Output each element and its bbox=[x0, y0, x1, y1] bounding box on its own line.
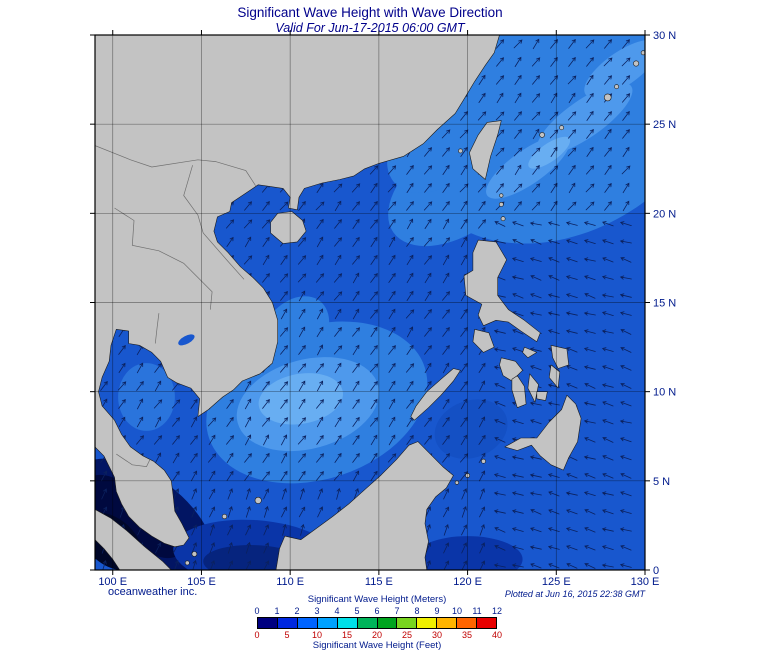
colorbar-segment bbox=[397, 618, 418, 628]
land-layer bbox=[95, 35, 645, 570]
feet-tick-label: 5 bbox=[284, 630, 290, 640]
lat-label: 15 N bbox=[653, 298, 676, 310]
chart-title: Significant Wave Height with Wave Direct… bbox=[237, 5, 503, 20]
feet-tick-label: 25 bbox=[401, 630, 413, 640]
colorbar-segment bbox=[297, 618, 318, 628]
meter-tick-label: 8 bbox=[414, 606, 420, 616]
lon-label: 130 E bbox=[631, 576, 660, 588]
feet-tick-label: 35 bbox=[461, 630, 473, 640]
lon-label: 120 E bbox=[453, 576, 482, 588]
lat-label: 30 N bbox=[653, 30, 676, 42]
lon-label: 110 E bbox=[276, 576, 304, 588]
feet-tick-row: 0 5 10 15 20 25 30 35 40 bbox=[254, 630, 502, 640]
meter-tick-label: 3 bbox=[314, 606, 320, 616]
colorbar-segment bbox=[277, 618, 298, 628]
meter-tick-label: 7 bbox=[394, 606, 400, 616]
feet-tick-label: 10 bbox=[311, 630, 323, 640]
lon-label: 100 E bbox=[98, 576, 127, 588]
credit-text: oceanweather inc. bbox=[108, 586, 198, 598]
meter-tick-label: 10 bbox=[451, 606, 463, 616]
meter-tick-label: 0 bbox=[254, 606, 260, 616]
grid-layer bbox=[95, 35, 645, 570]
lon-label: 105 E bbox=[187, 576, 216, 588]
lat-label: 10 N bbox=[653, 387, 676, 399]
meter-tick-label: 1 bbox=[274, 606, 280, 616]
colorbar-segment bbox=[337, 618, 358, 628]
meter-tick-label: 4 bbox=[334, 606, 340, 616]
meter-tick-label: 11 bbox=[472, 606, 482, 616]
lat-label: 25 N bbox=[653, 119, 676, 131]
lat-label: 20 N bbox=[653, 208, 676, 220]
colorbar-segment bbox=[417, 618, 438, 628]
meter-tick-label: 12 bbox=[491, 606, 503, 616]
plot-area bbox=[95, 35, 645, 570]
lat-label: 0 bbox=[653, 565, 659, 577]
colorbar-segment bbox=[317, 618, 338, 628]
meter-tick-label: 2 bbox=[294, 606, 300, 616]
country-borders-layer bbox=[95, 145, 256, 467]
lat-label: 5 N bbox=[653, 476, 670, 488]
colorbar-segment bbox=[457, 618, 478, 628]
meter-tick-label: 6 bbox=[374, 606, 380, 616]
colorbar-segment bbox=[477, 618, 497, 628]
feet-tick-label: 0 bbox=[254, 630, 260, 640]
meter-tick-label: 9 bbox=[434, 606, 440, 616]
plotted-timestamp: Plotted at Jun 16, 2015 22:38 GMT bbox=[504, 589, 645, 599]
feet-tick-label: 40 bbox=[491, 630, 503, 640]
lon-label: 115 E bbox=[365, 576, 393, 588]
feet-tick-label: 15 bbox=[341, 630, 353, 640]
axis-labels: 100 E 105 E 110 E 115 E 120 E 125 E 130 E 30 N 2… bbox=[98, 30, 676, 588]
colorbar-segment bbox=[437, 618, 458, 628]
axis-ticks bbox=[90, 30, 650, 575]
meter-tick-label: 5 bbox=[354, 606, 360, 616]
colorbar-segment bbox=[357, 618, 378, 628]
colorbar-segment bbox=[377, 618, 398, 628]
chart-subtitle: Valid For Jun-17-2015 06:00 GMT bbox=[275, 21, 465, 35]
colorbar-segment bbox=[258, 618, 278, 628]
feet-tick-label: 30 bbox=[431, 630, 443, 640]
legend-meters-label: Significant Wave Height (Meters) bbox=[307, 594, 447, 605]
meter-tick-row: 0 1 2 3 4 5 6 7 8 9 10 11 12 bbox=[254, 606, 502, 616]
feet-tick-label: 20 bbox=[371, 630, 383, 640]
colorbar bbox=[257, 617, 497, 629]
lon-label: 125 E bbox=[542, 576, 571, 588]
tonle-sap-lake bbox=[178, 334, 195, 346]
legend-feet-label: Significant Wave Height (Feet) bbox=[312, 640, 442, 651]
